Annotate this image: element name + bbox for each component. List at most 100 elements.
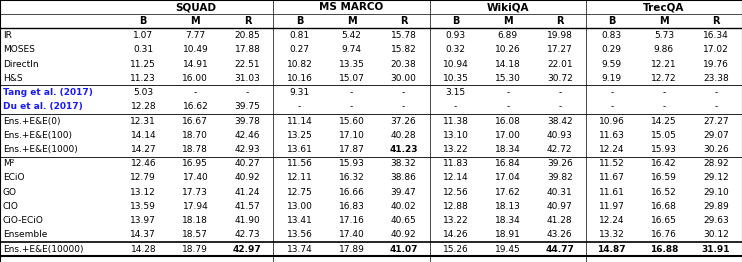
Text: R: R <box>243 16 251 26</box>
Text: 11.23: 11.23 <box>131 74 156 83</box>
Text: 12.88: 12.88 <box>443 202 468 211</box>
Text: 9.74: 9.74 <box>341 45 361 54</box>
Text: 11.56: 11.56 <box>286 159 312 168</box>
Text: 17.73: 17.73 <box>183 188 209 197</box>
Text: -: - <box>506 102 509 111</box>
Text: 30.00: 30.00 <box>390 74 416 83</box>
Text: 14.27: 14.27 <box>131 145 156 154</box>
Text: 39.47: 39.47 <box>391 188 416 197</box>
Text: 18.13: 18.13 <box>495 202 521 211</box>
Text: 11.14: 11.14 <box>286 117 312 125</box>
Text: 37.26: 37.26 <box>391 117 416 125</box>
Text: 40.97: 40.97 <box>547 202 573 211</box>
Text: 40.92: 40.92 <box>391 231 416 239</box>
Text: 15.60: 15.60 <box>338 117 364 125</box>
Text: 10.26: 10.26 <box>495 45 521 54</box>
Text: 6.89: 6.89 <box>498 31 518 40</box>
Text: -: - <box>506 88 509 97</box>
Text: 10.49: 10.49 <box>183 45 209 54</box>
Text: MS MARCO: MS MARCO <box>319 2 384 12</box>
Text: 41.28: 41.28 <box>547 216 573 225</box>
Text: 40.28: 40.28 <box>391 131 416 140</box>
Text: 17.62: 17.62 <box>495 188 521 197</box>
Text: 17.87: 17.87 <box>338 145 364 154</box>
Text: CiO-ECiO: CiO-ECiO <box>3 216 44 225</box>
Text: 17.10: 17.10 <box>338 131 364 140</box>
Text: -: - <box>402 88 405 97</box>
Text: GO: GO <box>3 188 17 197</box>
Text: 31.03: 31.03 <box>234 74 260 83</box>
Text: 27.27: 27.27 <box>703 117 729 125</box>
Text: 38.42: 38.42 <box>547 117 573 125</box>
Text: 12.75: 12.75 <box>286 188 312 197</box>
Text: 13.22: 13.22 <box>443 216 468 225</box>
Text: MOSES: MOSES <box>3 45 35 54</box>
Text: 13.12: 13.12 <box>131 188 156 197</box>
Text: 15.26: 15.26 <box>443 245 468 254</box>
Text: 10.94: 10.94 <box>443 59 468 69</box>
Text: Ens.+E&E(100): Ens.+E&E(100) <box>3 131 72 140</box>
Text: 12.56: 12.56 <box>443 188 468 197</box>
Text: 16.95: 16.95 <box>183 159 209 168</box>
Text: 17.00: 17.00 <box>495 131 521 140</box>
Text: 20.38: 20.38 <box>391 59 416 69</box>
Text: 18.18: 18.18 <box>183 216 209 225</box>
Text: 16.65: 16.65 <box>651 216 677 225</box>
Text: 29.12: 29.12 <box>703 173 729 183</box>
Text: 42.73: 42.73 <box>234 231 260 239</box>
Text: 13.97: 13.97 <box>131 216 157 225</box>
Text: 12.28: 12.28 <box>131 102 156 111</box>
Text: 16.84: 16.84 <box>495 159 521 168</box>
Text: 14.37: 14.37 <box>131 231 156 239</box>
Text: M²: M² <box>3 159 14 168</box>
Text: 0.93: 0.93 <box>446 31 466 40</box>
Text: 17.40: 17.40 <box>338 231 364 239</box>
Text: 1.07: 1.07 <box>134 31 154 40</box>
Text: 17.40: 17.40 <box>183 173 209 183</box>
Text: WikiQA: WikiQA <box>487 2 529 12</box>
Text: 19.45: 19.45 <box>495 245 521 254</box>
Text: 16.88: 16.88 <box>650 245 678 254</box>
Text: 12.11: 12.11 <box>286 173 312 183</box>
Text: 11.97: 11.97 <box>599 202 625 211</box>
Text: -: - <box>194 88 197 97</box>
Text: 16.66: 16.66 <box>338 188 364 197</box>
Text: Ens.+E&E(10000): Ens.+E&E(10000) <box>3 245 83 254</box>
Text: 16.08: 16.08 <box>495 117 521 125</box>
Text: -: - <box>350 102 353 111</box>
Text: 38.86: 38.86 <box>390 173 416 183</box>
Text: 18.91: 18.91 <box>495 231 521 239</box>
Text: 12.14: 12.14 <box>443 173 468 183</box>
Text: -: - <box>246 88 249 97</box>
Text: 16.76: 16.76 <box>651 231 677 239</box>
Text: 17.89: 17.89 <box>338 245 364 254</box>
Text: 13.59: 13.59 <box>131 202 157 211</box>
Text: 7.77: 7.77 <box>186 31 206 40</box>
Text: H&S: H&S <box>3 74 22 83</box>
Text: 30.12: 30.12 <box>703 231 729 239</box>
Text: 31.91: 31.91 <box>702 245 730 254</box>
Text: 17.04: 17.04 <box>495 173 521 183</box>
Text: 17.88: 17.88 <box>234 45 260 54</box>
Text: 40.31: 40.31 <box>547 188 573 197</box>
Text: 11.61: 11.61 <box>599 188 625 197</box>
Text: 22.51: 22.51 <box>234 59 260 69</box>
Text: 29.10: 29.10 <box>703 188 729 197</box>
Text: 13.56: 13.56 <box>286 231 312 239</box>
Text: -: - <box>663 102 666 111</box>
Text: 42.97: 42.97 <box>233 245 262 254</box>
Text: Du et al. (2017): Du et al. (2017) <box>3 102 82 111</box>
Text: 23.38: 23.38 <box>703 74 729 83</box>
Text: -: - <box>663 88 666 97</box>
Text: 29.89: 29.89 <box>703 202 729 211</box>
Text: 15.07: 15.07 <box>338 74 364 83</box>
Text: 14.14: 14.14 <box>131 131 156 140</box>
Text: 11.52: 11.52 <box>599 159 625 168</box>
Text: 30.72: 30.72 <box>547 74 573 83</box>
Text: R: R <box>712 16 720 26</box>
Text: 16.42: 16.42 <box>651 159 677 168</box>
Text: 17.16: 17.16 <box>338 216 364 225</box>
Text: 11.67: 11.67 <box>599 173 625 183</box>
Text: 39.82: 39.82 <box>547 173 573 183</box>
Text: R: R <box>400 16 407 26</box>
